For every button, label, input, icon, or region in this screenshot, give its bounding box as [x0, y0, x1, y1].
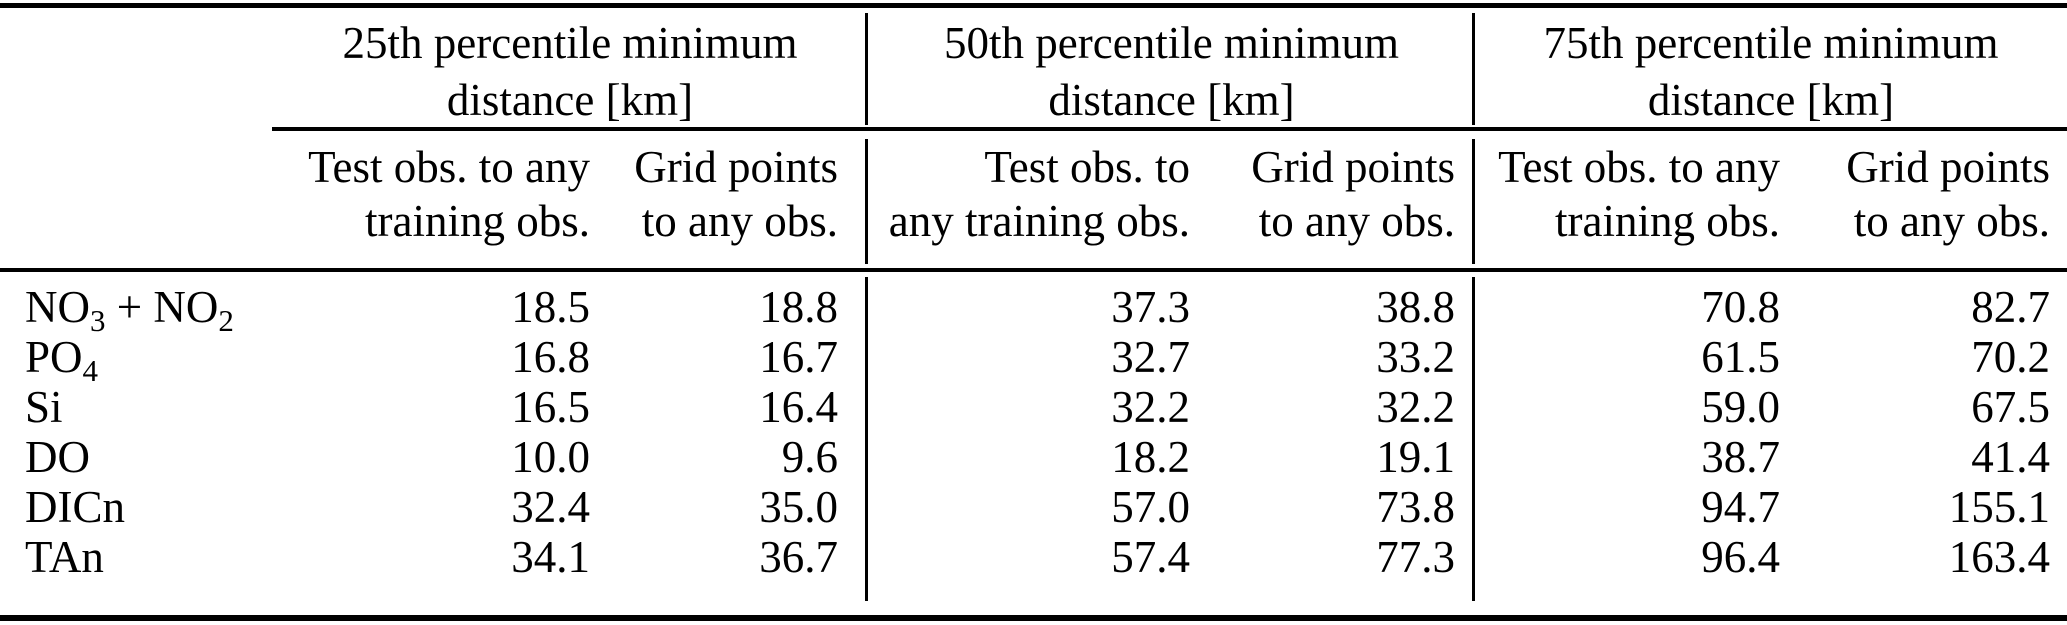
- column-header-line: Test obs. to any: [308, 142, 590, 192]
- value-cell: 57.4: [1111, 532, 1190, 582]
- header-body-separator-rule: [0, 268, 2067, 272]
- group-header-75th: 75th percentile minimum distance [km]: [1475, 0, 2067, 131]
- value-cell: 70.8: [1701, 282, 1780, 332]
- value-cell: 19.1: [1376, 432, 1455, 482]
- value-cell: 18.2: [1111, 432, 1190, 482]
- column-header-line: Grid points: [1251, 142, 1455, 192]
- value-cell: 77.3: [1376, 532, 1455, 582]
- column-header-line: Grid points: [1846, 142, 2050, 192]
- row-label: NO3 + NO2: [25, 282, 234, 338]
- group-title-line: distance [km]: [1647, 75, 1895, 125]
- column-header-grid-points-2: Grid points to any obs.: [1190, 131, 1475, 282]
- value-cell: 94.7: [1701, 482, 1780, 532]
- column-header-line: training obs.: [365, 196, 590, 246]
- value-cell: 163.4: [1948, 532, 2050, 582]
- row-label: DO: [25, 432, 90, 482]
- value-cell: 16.7: [759, 332, 838, 382]
- group-header-50th: 50th percentile minimum distance [km]: [868, 0, 1475, 131]
- column-header-line: training obs.: [1555, 196, 1780, 246]
- column-header-test-obs-1: Test obs. to any training obs.: [272, 131, 590, 282]
- column-header-line: any training obs.: [888, 196, 1190, 246]
- divider-2-header-segment: [1472, 13, 1475, 125]
- group-header-underline: [272, 127, 2067, 131]
- row-label: PO4: [25, 332, 99, 388]
- value-cell: 18.8: [759, 282, 838, 332]
- value-cell: 73.8: [1376, 482, 1455, 532]
- column-header-grid-points-1: Grid points to any obs.: [590, 131, 868, 282]
- column-header-test-obs-3: Test obs. to any training obs.: [1475, 131, 1780, 282]
- value-cell: 16.8: [511, 332, 590, 382]
- divider-2-subheader-segment: [1472, 139, 1475, 264]
- value-cell: 61.5: [1701, 332, 1780, 382]
- column-header-line: Test obs. to any: [1498, 142, 1780, 192]
- value-cell: 67.5: [1971, 382, 2050, 432]
- corner-spacer: [0, 0, 272, 131]
- top-rule: [0, 3, 2067, 8]
- group-title-line: distance [km]: [446, 75, 694, 125]
- group-title-line: 25th percentile minimum: [342, 18, 798, 68]
- row-label: TAn: [25, 532, 104, 582]
- value-cell: 59.0: [1701, 382, 1780, 432]
- group-title-line: distance [km]: [1048, 75, 1295, 125]
- value-cell: 38.8: [1376, 282, 1455, 332]
- value-cell: 10.0: [511, 432, 590, 482]
- value-cell: 9.6: [781, 432, 838, 482]
- value-cell: 155.1: [1948, 482, 2050, 532]
- value-cell: 96.4: [1701, 532, 1780, 582]
- divider-1-subheader-segment: [865, 139, 868, 264]
- column-header-grid-points-3: Grid points to any obs.: [1780, 131, 2067, 282]
- value-cell: 38.7: [1701, 432, 1780, 482]
- value-cell: 36.7: [759, 532, 838, 582]
- divider-1-body-segment: [865, 277, 868, 601]
- value-cell: 18.5: [511, 282, 590, 332]
- group-title-line: 75th percentile minimum: [1543, 18, 1999, 68]
- row-label: Si: [25, 382, 63, 432]
- value-cell: 32.7: [1111, 332, 1190, 382]
- value-cell: 34.1: [511, 532, 590, 582]
- percentile-distance-table: 25th percentile minimum distance [km] 50…: [0, 0, 2067, 582]
- column-header-line: to any obs.: [641, 196, 838, 246]
- value-cell: 32.2: [1376, 382, 1455, 432]
- column-header-line: Test obs. to: [984, 142, 1190, 192]
- value-cell: 32.2: [1111, 382, 1190, 432]
- column-header-line: to any obs.: [1853, 196, 2050, 246]
- value-cell: 32.4: [511, 482, 590, 532]
- divider-1-header-segment: [865, 13, 868, 125]
- value-cell: 57.0: [1111, 482, 1190, 532]
- group-header-25th: 25th percentile minimum distance [km]: [272, 0, 868, 131]
- column-header-test-obs-2: Test obs. to any training obs.: [868, 131, 1190, 282]
- row-label: DICn: [25, 482, 125, 532]
- value-cell: 33.2: [1376, 332, 1455, 382]
- value-cell: 35.0: [759, 482, 838, 532]
- group-title-line: 50th percentile minimum: [944, 18, 1399, 68]
- value-cell: 41.4: [1971, 432, 2050, 482]
- value-cell: 70.2: [1971, 332, 2050, 382]
- divider-2-body-segment: [1472, 277, 1475, 601]
- column-header-line: Grid points: [634, 142, 838, 192]
- value-cell: 37.3: [1111, 282, 1190, 332]
- bottom-rule: [0, 615, 2067, 621]
- column-header-line: to any obs.: [1258, 196, 1455, 246]
- value-cell: 16.4: [759, 382, 838, 432]
- row-label-header-spacer: [0, 131, 272, 282]
- value-cell: 82.7: [1971, 282, 2050, 332]
- value-cell: 16.5: [511, 382, 590, 432]
